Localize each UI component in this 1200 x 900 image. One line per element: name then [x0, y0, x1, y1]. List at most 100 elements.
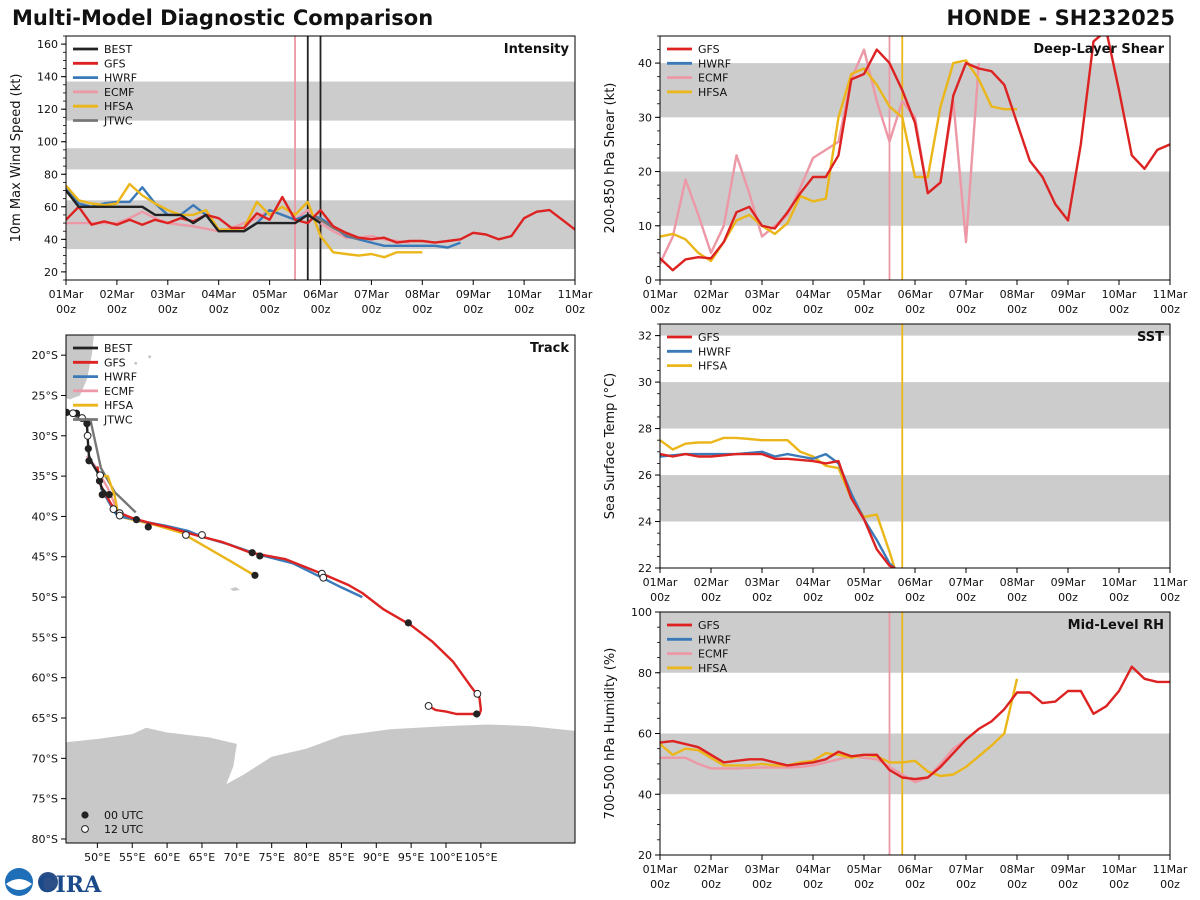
- x-tick-label: 95°E: [398, 851, 424, 864]
- x-tick-hour: 00z: [905, 303, 925, 316]
- x-tick-hour: 00z: [1058, 878, 1078, 891]
- track-marker-12utc: [473, 689, 482, 698]
- y-tick-label: 30°S: [32, 430, 58, 443]
- x-tick-hour: 00z: [650, 303, 670, 316]
- y-tick-label: 0: [645, 274, 652, 287]
- plot-frame: [659, 323, 1171, 569]
- x-tick-date: 09Mar: [1051, 576, 1086, 589]
- track-marker-00utc: [98, 491, 106, 499]
- y-tick-label: 80°S: [32, 833, 58, 846]
- x-tick-hour: 00z: [56, 303, 76, 316]
- legend-label-best: BEST: [104, 342, 132, 355]
- y-tick-label: 40: [638, 57, 652, 70]
- x-tick-hour: 00z: [956, 591, 976, 604]
- y-tick-label: 60°S: [32, 672, 58, 685]
- plot-area: [66, 36, 575, 280]
- x-tick-hour: 00z: [854, 591, 874, 604]
- x-tick-hour: 00z: [650, 878, 670, 891]
- track-marker-00utc: [144, 523, 152, 531]
- x-tick-date: 01Mar: [643, 863, 678, 876]
- y-axis-label: Sea Surface Temp (°C): [603, 373, 618, 520]
- legend-label-best: BEST: [104, 43, 132, 56]
- y-tick-label: 25°S: [32, 389, 58, 402]
- legend-label-hwrf: HWRF: [104, 72, 137, 85]
- reunion-island: [134, 361, 138, 365]
- legend-label-hfsa: HFSA: [104, 100, 134, 113]
- x-tick-date: 05Mar: [847, 288, 882, 301]
- y-tick-label: 20: [638, 166, 652, 179]
- x-tick-date: 03Mar: [745, 863, 780, 876]
- legend-label-jtwc: JTWC: [103, 414, 133, 427]
- track-marker-12utc: [83, 431, 92, 440]
- plot-area: [66, 335, 575, 843]
- x-tick-hour: 00z: [803, 591, 823, 604]
- x-tick-hour: 00z: [956, 878, 976, 891]
- plot-area: [660, 324, 1170, 568]
- x-tick-hour: 00z: [260, 303, 280, 316]
- y-tick-label: 30: [638, 111, 652, 124]
- x-tick-hour: 00z: [362, 303, 382, 316]
- panel-title: Intensity: [504, 42, 570, 57]
- x-tick-hour: 00z: [752, 878, 772, 891]
- x-tick-hour: 00z: [650, 591, 670, 604]
- track-marker-12utc: [198, 531, 206, 539]
- y-axis-label: 200-850 hPa Shear (kt): [603, 83, 618, 234]
- legend-label-hwrf: HWRF: [698, 57, 731, 70]
- x-tick-date: 05Mar: [847, 863, 882, 876]
- legend-label-00utc: 00 UTC: [104, 809, 144, 822]
- x-tick-label: 55°E: [119, 851, 145, 864]
- x-tick-date: 04Mar: [796, 576, 831, 589]
- x-tick-date: 02Mar: [694, 288, 729, 301]
- x-tick-date: 03Mar: [745, 576, 780, 589]
- y-tick-label: 22: [638, 562, 652, 575]
- legend-label-hwrf: HWRF: [698, 633, 731, 646]
- x-tick-hour: 00z: [1109, 878, 1129, 891]
- x-tick-hour: 00z: [1160, 591, 1180, 604]
- cira-logo-text: CIRA: [38, 872, 102, 898]
- antarctica-landmass: [66, 724, 575, 843]
- series-line-jtwc: [307, 213, 360, 241]
- x-tick-hour: 00z: [803, 878, 823, 891]
- x-tick-date: 04Mar: [201, 288, 236, 301]
- y-tick-label: 26: [638, 469, 652, 482]
- y-tick-label: 100: [631, 606, 652, 619]
- x-tick-label: 85°E: [328, 851, 354, 864]
- x-tick-hour: 00z: [514, 303, 534, 316]
- panel-title: Mid-Level RH: [1068, 618, 1164, 633]
- mauritius-island: [148, 355, 152, 359]
- x-tick-date: 04Mar: [796, 288, 831, 301]
- y-axis-label: 10m Max Wind Speed (kt): [9, 74, 24, 243]
- y-tick-label: 50°S: [32, 591, 58, 604]
- threshold-band: [660, 382, 1170, 429]
- x-tick-label: 75°E: [258, 851, 284, 864]
- plot-frame: [65, 334, 576, 844]
- x-tick-date: 11Mar: [1153, 576, 1188, 589]
- series-line-gfs: [660, 665, 1170, 781]
- threshold-band: [660, 733, 1170, 795]
- y-tick-label: 140: [37, 71, 58, 84]
- legend-label-hfsa: HFSA: [698, 662, 728, 675]
- series-line-gfs: [660, 452, 896, 568]
- plot-area: [660, 612, 1170, 855]
- y-tick-label: 40°S: [32, 510, 58, 523]
- y-tick-label: 70°S: [32, 752, 58, 765]
- threshold-band: [660, 612, 1170, 673]
- series-line-gfs: [66, 195, 575, 244]
- track-marker-12utc: [424, 702, 433, 710]
- x-tick-hour: 00z: [1109, 591, 1129, 604]
- x-tick-hour: 00z: [1007, 591, 1027, 604]
- x-tick-date: 08Mar: [1000, 288, 1035, 301]
- x-tick-hour: 00z: [565, 303, 585, 316]
- x-tick-date: 01Mar: [643, 576, 678, 589]
- plot-area: [660, 36, 1170, 280]
- x-tick-hour: 00z: [701, 878, 721, 891]
- x-tick-hour: 00z: [905, 591, 925, 604]
- track-marker-12utc: [182, 531, 190, 539]
- x-tick-date: 09Mar: [1051, 288, 1086, 301]
- x-tick-label: 70°E: [224, 851, 250, 864]
- x-tick-date: 09Mar: [456, 288, 491, 301]
- series-line-hfsa: [660, 678, 1019, 778]
- x-tick-hour: 00z: [1160, 878, 1180, 891]
- track-marker-00utc: [105, 491, 113, 499]
